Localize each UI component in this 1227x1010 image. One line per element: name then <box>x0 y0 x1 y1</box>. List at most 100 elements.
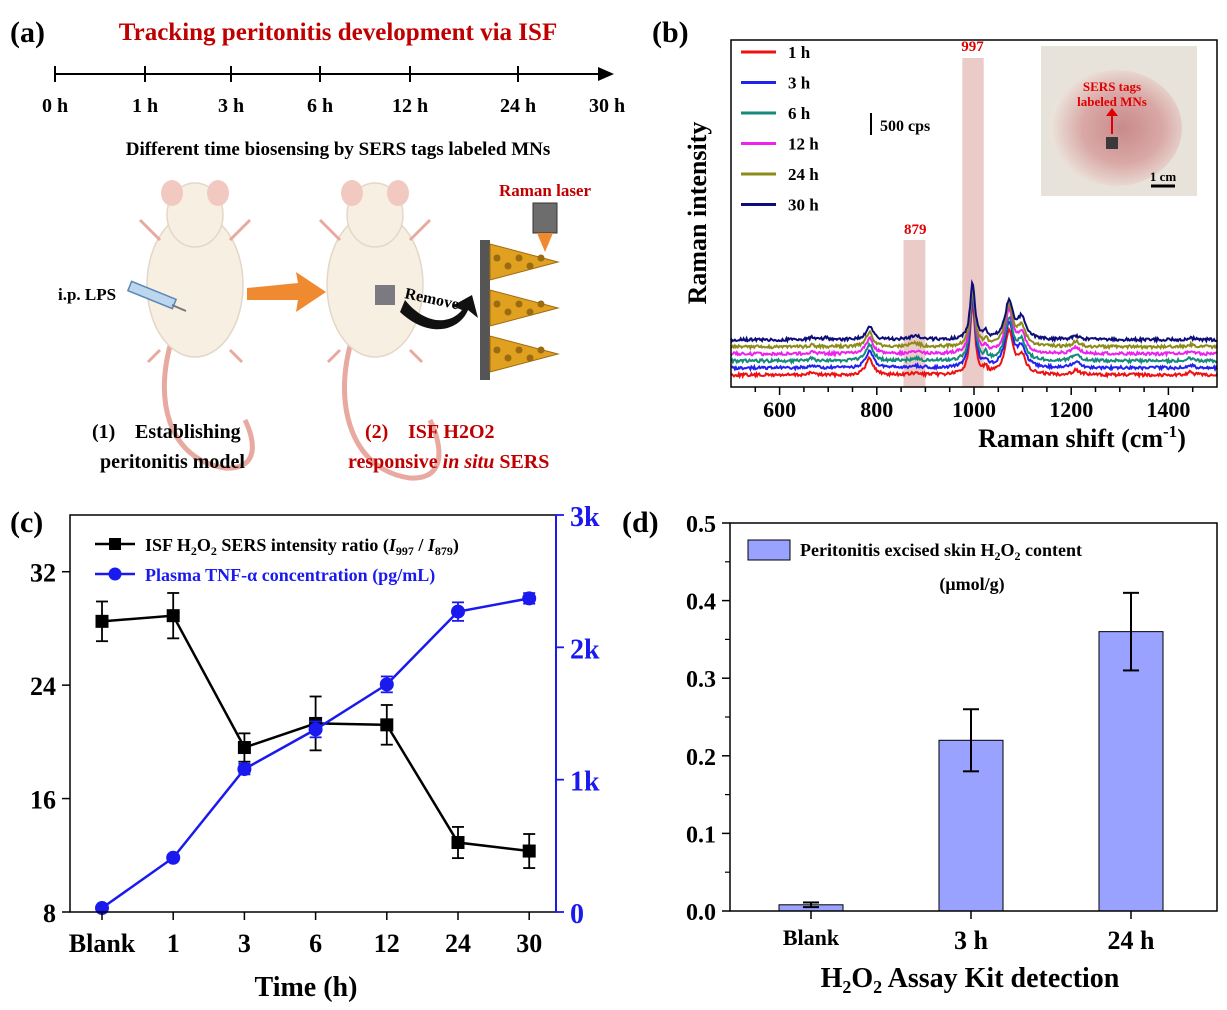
x-tick-label: 1200 <box>1049 397 1093 422</box>
series-line-1 <box>101 597 530 910</box>
timeline: 0 h 1 h 3 h 6 h 12 h 24 h 30 h <box>42 66 625 117</box>
inset-photo: SERS tags labeled MNs 1 cm <box>1041 46 1197 196</box>
timeline-caption: Different time biosensing by SERS tags l… <box>126 139 551 160</box>
x-tick-label: 24 <box>445 929 471 958</box>
data-point <box>237 762 252 777</box>
ip-lps-label: i.p. LPS <box>58 285 116 304</box>
legend-label: 1 h <box>788 43 811 62</box>
x-tick-label: 30 <box>516 929 542 958</box>
nanotag-dot <box>537 300 545 308</box>
timeline-label: 12 h <box>392 95 428 117</box>
nanotag-dot <box>493 300 501 308</box>
x-tick-label: 6 <box>309 929 322 958</box>
panel-d-label: (d) <box>622 506 659 539</box>
step2-line2: responsive in situ SERS <box>348 451 549 473</box>
nanotag-dot <box>515 300 523 308</box>
x-tick-label: Blank <box>69 929 136 958</box>
x-tick-label: 1 <box>167 929 180 958</box>
nanotag-dot <box>515 254 523 262</box>
step2-number: (2) <box>365 421 388 443</box>
step1-line1: Establishing <box>135 421 241 443</box>
step1-line2: peritonitis model <box>100 451 245 473</box>
y-tick-label: 0.4 <box>686 590 716 616</box>
panel-b: (b) 879 997 600 800 1000 1200 1400 1 h 3 h 6 h 1… <box>652 16 1218 453</box>
panel-c-legend: ISF H2O2 SERS intensity ratio (I997 / I8… <box>95 535 459 586</box>
data-point <box>95 614 109 628</box>
data-point <box>237 741 251 755</box>
legend-label: 6 h <box>788 104 811 123</box>
y2-tick-label: 2k <box>570 634 600 665</box>
x-tick-label: 12 <box>374 929 400 958</box>
legend-isf-ratio: ISF H2O2 SERS intensity ratio (I997 / I8… <box>145 535 459 558</box>
peak-label: 997 <box>961 39 984 55</box>
nanotag-dot <box>504 262 512 270</box>
data-point <box>166 850 181 865</box>
nanotag-dot <box>515 346 523 354</box>
timeline-label: 30 h <box>589 95 625 117</box>
nanotag-dot <box>537 346 545 354</box>
mn-patch <box>375 285 395 305</box>
data-point <box>522 844 536 858</box>
scale-bar: 500 cps <box>870 113 930 135</box>
mouse-illustration-1 <box>138 180 255 471</box>
x-tick-label: 3 <box>238 929 251 958</box>
timeline-label: 3 h <box>218 95 244 117</box>
nanotag-dot <box>493 346 501 354</box>
inset-label-line1: SERS tags <box>1083 79 1141 94</box>
timeline-label: 6 h <box>307 95 333 117</box>
nanotag-dot <box>504 354 512 362</box>
nanotag-dot <box>526 262 534 270</box>
data-point <box>451 836 465 850</box>
nanotag-dot <box>526 354 534 362</box>
timeline-label: 24 h <box>500 95 536 117</box>
data-point <box>308 722 323 737</box>
legend-label: 30 h <box>788 196 819 215</box>
raman-laser-label: Raman laser <box>499 181 592 200</box>
x-tick-label: Blank <box>783 925 840 950</box>
nanotag-dot <box>526 308 534 316</box>
legend-label: 24 h <box>788 165 819 184</box>
panel-a-label: (a) <box>10 16 45 49</box>
panel-d-legend: Peritonitis excised skin H2O2 content (μ… <box>747 539 1082 595</box>
nanotag-dot <box>493 254 501 262</box>
mouse-illustration-2 <box>318 180 442 481</box>
panel-d-xlabel: H2O2 Assay Kit detection <box>821 963 1120 997</box>
panel-c: (c) 8 16 24 32 0 1k 2k 3k Blank 1 3 6 12 24 30 ISF H2O… <box>10 502 600 1003</box>
y-tick-label: 0.0 <box>686 900 716 926</box>
peak-highlight <box>962 58 984 387</box>
y-tick-label: 32 <box>30 559 56 588</box>
panel-d: (d) 0.0 0.1 0.2 0.3 0.4 0.5 Blank 3 h 24 h Perit… <box>622 506 1218 997</box>
panel-b-xlabel: Raman shift (cm-1) <box>978 422 1186 453</box>
nanotag-dot <box>504 308 512 316</box>
x-tick-label: 3 h <box>954 926 989 955</box>
panel-a: (a) Tracking peritonitis development via… <box>10 16 625 481</box>
timeline-label: 0 h <box>42 95 68 117</box>
y-tick-label: 24 <box>30 672 56 701</box>
y-tick-label: 0.3 <box>686 667 716 693</box>
panel-c-xlabel: Time (h) <box>255 972 358 1003</box>
microneedle-array <box>480 240 560 380</box>
legend-h2o2-unit: (μmol/g) <box>939 574 1004 595</box>
raman-spectrum-30h <box>730 279 1217 344</box>
data-point <box>451 604 465 619</box>
microneedle <box>489 243 560 281</box>
timeline-label: 1 h <box>132 95 158 117</box>
step2-line1: ISF H2O2 <box>408 421 495 443</box>
data-point <box>522 591 537 606</box>
data-point <box>379 677 394 692</box>
y-tick-label: 8 <box>43 899 56 928</box>
legend-tnf: Plasma TNF-α concentration (pg/mL) <box>145 565 435 586</box>
x-tick-label: 800 <box>860 397 893 422</box>
legend-h2o2: Peritonitis excised skin H2O2 content <box>800 540 1082 563</box>
data-point <box>380 718 394 732</box>
inset-scale-label: 1 cm <box>1150 169 1177 184</box>
y-tick-label: 0.5 <box>686 512 716 538</box>
y-tick-label: 0.2 <box>686 745 716 771</box>
nanotag-dot <box>537 254 545 262</box>
y2-tick-label: 1k <box>570 767 600 798</box>
y-tick-label: 16 <box>30 786 56 815</box>
panel-c-label: (c) <box>10 506 43 539</box>
y2-tick-label: 3k <box>570 502 600 533</box>
x-tick-label: 600 <box>763 397 796 422</box>
syringe-icon <box>126 280 187 312</box>
